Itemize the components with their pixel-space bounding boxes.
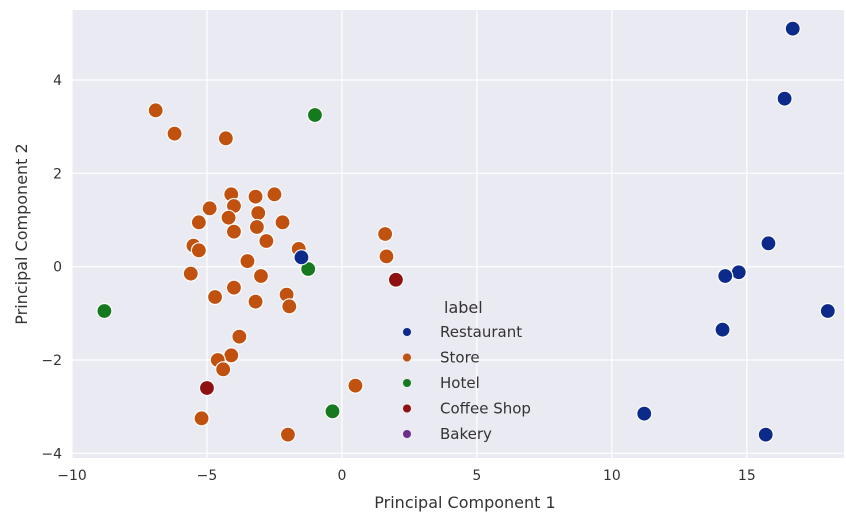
grid-lines	[71, 10, 844, 458]
y-tick-label: 4	[53, 73, 62, 89]
point-store	[225, 223, 243, 240]
x-tick-label: −5	[197, 468, 218, 484]
point-restaurant	[760, 235, 777, 252]
legend-marker	[403, 328, 411, 336]
point-restaurant	[714, 321, 731, 338]
point-store	[347, 377, 364, 394]
point-store	[258, 232, 275, 250]
legend-marker	[403, 430, 411, 438]
point-store	[190, 242, 207, 259]
point-store	[231, 328, 248, 345]
point-restaurant	[784, 20, 801, 37]
point-restaurant	[730, 264, 747, 281]
point-store	[225, 279, 243, 296]
point-store	[252, 267, 270, 285]
point-hotel	[324, 403, 341, 420]
point-coffee-shop	[387, 271, 405, 288]
point-store	[215, 361, 232, 378]
point-store	[250, 204, 267, 222]
point-restaurant	[819, 302, 836, 320]
point-restaurant	[636, 405, 653, 422]
point-store	[247, 188, 264, 205]
point-store	[274, 214, 291, 231]
legend-entry: Hotel	[440, 374, 480, 392]
point-store	[248, 218, 266, 236]
y-tick-labels: −4 −2 0 2 4	[41, 73, 62, 462]
legend-marker	[403, 404, 411, 413]
data-points	[96, 20, 836, 443]
point-store	[266, 186, 283, 203]
point-restaurant	[776, 90, 793, 107]
point-store	[239, 252, 256, 270]
point-store	[281, 298, 298, 315]
y-tick-label: −4	[41, 446, 62, 462]
point-store	[279, 426, 297, 443]
x-tick-labels: −10 −5 0 5 10 15	[57, 468, 756, 484]
point-restaurant	[757, 426, 774, 443]
point-store	[377, 225, 394, 243]
point-store	[147, 102, 164, 119]
legend: label Restaurant Store Hotel Coffee Shop Bak…	[403, 298, 531, 443]
x-tick-label: −10	[57, 468, 87, 484]
legend-title: label	[444, 298, 483, 317]
point-store	[201, 200, 218, 217]
point-store	[182, 265, 199, 282]
point-coffee-shop	[198, 379, 216, 397]
point-hotel	[96, 302, 113, 320]
point-store	[190, 214, 207, 231]
y-axis-label: Principal Component 2	[12, 143, 31, 324]
x-tick-label: 5	[472, 468, 481, 484]
y-tick-label: 0	[53, 260, 62, 276]
point-store	[217, 130, 234, 147]
x-tick-label: 15	[738, 468, 756, 484]
legend-marker	[403, 379, 411, 387]
point-store	[378, 248, 395, 265]
y-tick-label: −2	[41, 353, 62, 369]
point-restaurant	[293, 249, 310, 266]
x-tick-label: 0	[337, 468, 346, 484]
point-store	[223, 347, 240, 364]
x-axis-label: Principal Component 1	[374, 493, 555, 512]
point-store	[220, 209, 237, 226]
legend-entry: Coffee Shop	[440, 400, 531, 418]
point-store	[247, 293, 264, 310]
legend-entry: Store	[440, 349, 480, 367]
point-restaurant	[717, 267, 734, 285]
point-store	[166, 125, 183, 142]
point-store	[206, 288, 224, 306]
legend-marker	[403, 353, 411, 362]
legend-entry: Bakery	[440, 425, 492, 443]
point-store	[193, 410, 210, 427]
y-tick-label: 2	[53, 166, 62, 182]
point-hotel	[306, 106, 324, 124]
legend-entry: Restaurant	[440, 323, 522, 341]
x-tick-label: 10	[603, 468, 621, 484]
